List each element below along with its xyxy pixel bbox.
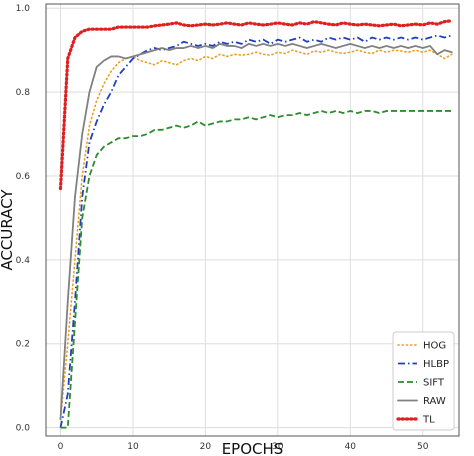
y-tick-labels: 0.0 0.2 0.4 0.6 0.8 1.0 bbox=[16, 4, 31, 433]
legend-label-hlbp: HLBP bbox=[423, 359, 449, 370]
y-tick-label: 1.0 bbox=[16, 4, 31, 14]
y-tick-label: 0.6 bbox=[16, 172, 31, 182]
x-tick-label: 50 bbox=[417, 442, 429, 452]
plot-background bbox=[46, 4, 459, 436]
plot-frame bbox=[45, 3, 460, 437]
x-tick-label: 40 bbox=[345, 442, 357, 452]
x-tick-labels: 0 10 20 30 40 50 bbox=[58, 442, 429, 452]
y-tick-label: 0.4 bbox=[16, 256, 31, 266]
legend-label-sift: SIFT bbox=[423, 378, 445, 389]
x-tick-label: 20 bbox=[200, 442, 212, 452]
series-line-raw bbox=[59, 42, 453, 421]
series-line-sift bbox=[60, 110, 452, 429]
y-tick-label: 0.2 bbox=[16, 340, 30, 350]
y-tick-label: 0.8 bbox=[16, 88, 31, 98]
series-line-hlbp bbox=[59, 34, 452, 428]
grid bbox=[46, 4, 459, 436]
x-tick-label: 0 bbox=[58, 442, 64, 452]
x-axis-title: EPOCHS bbox=[222, 440, 284, 456]
x-tick-label: 30 bbox=[272, 442, 284, 452]
legend: HOG HLBP SIFT RAW TL bbox=[392, 331, 455, 431]
legend-label-tl: TL bbox=[422, 415, 435, 426]
y-tick-label: 0.0 bbox=[16, 424, 31, 434]
series-layer bbox=[58, 19, 454, 429]
legend-label-raw: RAW bbox=[423, 396, 446, 407]
series-line-tl bbox=[58, 19, 454, 191]
legend-label-hog: HOG bbox=[423, 341, 446, 352]
legend-box bbox=[392, 331, 455, 431]
x-tick-label: 10 bbox=[127, 442, 139, 452]
y-axis-title: ACCURACY bbox=[0, 189, 16, 271]
